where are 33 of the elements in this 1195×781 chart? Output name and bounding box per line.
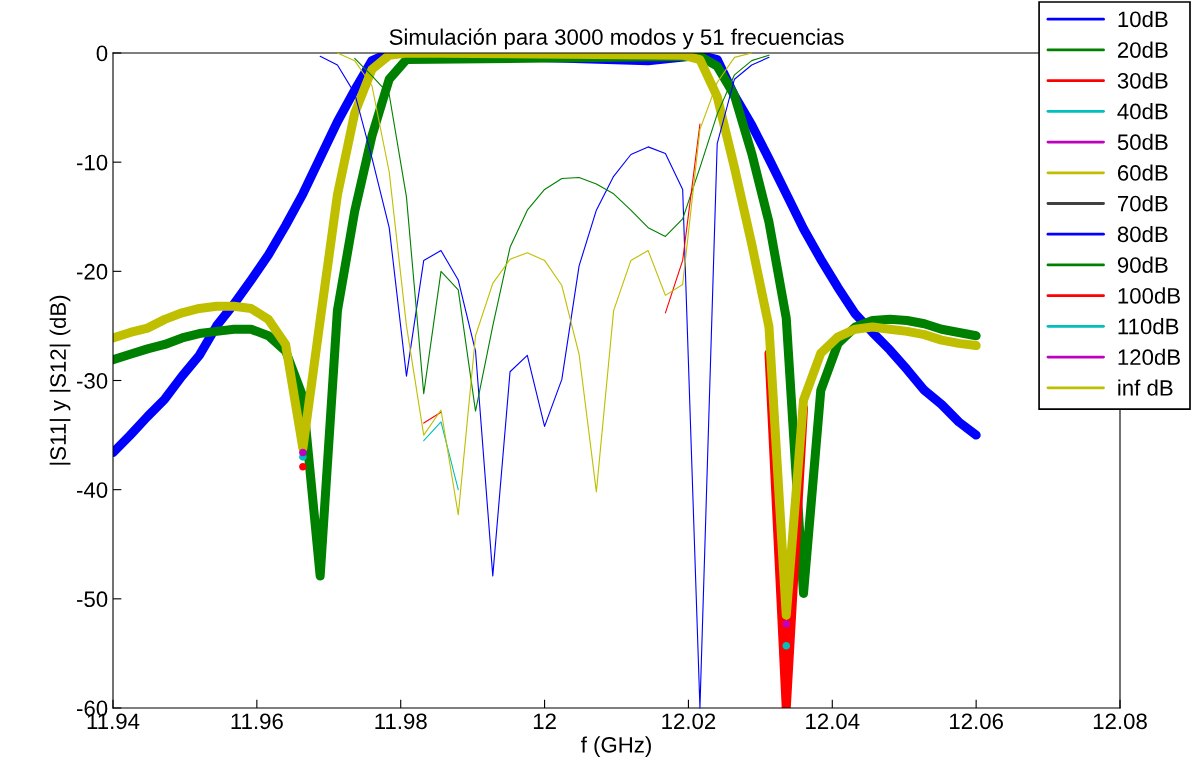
legend-label: 10dB — [1118, 10, 1168, 28]
x-tick-label: 11.98 — [375, 713, 427, 730]
point — [782, 641, 791, 650]
x-tick-label: 11.96 — [231, 713, 283, 730]
legend-label: 60dB — [1117, 164, 1168, 181]
y-tick-label: 0 — [96, 45, 108, 62]
x-tick-label: 12.08 — [1093, 713, 1147, 730]
x-tick-label: 12.04 — [806, 713, 860, 730]
legend-label: 40dB — [1117, 103, 1168, 120]
legend-label: 100dB — [1118, 287, 1180, 304]
legend-label: 90dB — [1117, 256, 1168, 273]
point — [782, 620, 791, 628]
chart-title: Simulación para 3000 modos y 51 frecuencias — [389, 28, 844, 50]
legend-label: 20dB — [1117, 41, 1168, 58]
x-tick-label: 12.06 — [950, 713, 1003, 730]
legend-label: 120dB — [1118, 348, 1180, 366]
legend-label: 80dB — [1117, 225, 1168, 243]
legend-label: 70dB — [1118, 195, 1168, 212]
point — [299, 448, 307, 457]
x-tick-label: 12.02 — [662, 713, 716, 730]
legend-label: 30dB — [1117, 72, 1168, 89]
x-tick-label: 12 — [533, 713, 556, 729]
legend-label: 110dB — [1118, 318, 1179, 335]
y-axis-title: |S11| y |S12| (dB) — [49, 295, 71, 465]
legend-label: inf dB — [1118, 379, 1173, 396]
y-tick-label: -40 — [77, 482, 108, 498]
point — [299, 462, 307, 471]
x-axis-title: f (GHz) — [581, 736, 651, 758]
y-tick-label: -10 — [77, 154, 108, 171]
legend-label: 50dB — [1117, 133, 1168, 151]
y-tick-label: -20 — [77, 263, 108, 280]
y-tick-label: -30 — [77, 373, 108, 389]
y-tick-label: -50 — [77, 591, 108, 608]
